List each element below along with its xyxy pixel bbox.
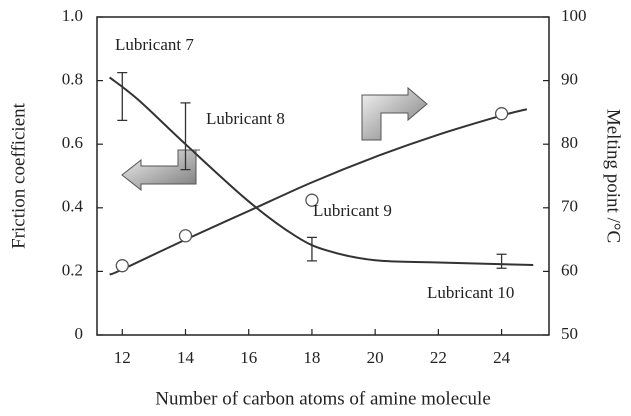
y2-tick-label: 60 <box>561 260 578 279</box>
annotation: Lubricant 7 <box>115 35 194 54</box>
x-tick-label: 18 <box>303 348 320 367</box>
x-axis-title: Number of carbon atoms of amine molecule <box>155 388 491 409</box>
error-bar <box>117 72 128 121</box>
y-tick-label: 0.2 <box>62 260 83 279</box>
error-bar <box>306 236 317 262</box>
annotation: Lubricant 10 <box>427 283 514 302</box>
annotation: Lubricant 8 <box>206 109 285 128</box>
y-tick-label: 0 <box>75 324 84 343</box>
y2-tick-label: 100 <box>561 6 587 25</box>
y2-tick-label: 50 <box>561 324 578 343</box>
x-tick-label: 12 <box>114 348 131 367</box>
marker <box>115 259 129 273</box>
marker <box>305 193 319 207</box>
y2-tick-label: 90 <box>561 70 578 89</box>
line <box>109 76 534 267</box>
x-tick-label: 20 <box>367 348 384 367</box>
y-axis-title: Friction coefficient <box>8 102 29 249</box>
left-axis-arrow <box>121 149 200 192</box>
marker <box>494 107 509 121</box>
line <box>109 108 528 276</box>
error-bar <box>496 253 507 269</box>
x-tick-label: 24 <box>493 348 511 367</box>
x-tick-label: 14 <box>177 348 195 367</box>
y2-tick-label: 70 <box>561 197 578 216</box>
right-axis-arrow <box>361 86 428 141</box>
marker <box>178 229 193 243</box>
y-tick-label: 0.8 <box>62 70 83 89</box>
x-tick-label: 16 <box>240 348 257 367</box>
plot-frame <box>96 16 550 336</box>
y2-tick-label: 80 <box>561 133 578 152</box>
annotation: Lubricant 9 <box>313 201 392 220</box>
y2-axis-title: Melting point /°C <box>603 109 624 243</box>
y-tick-label: 1.0 <box>62 6 83 25</box>
y-tick-label: 0.4 <box>62 197 84 216</box>
error-bar <box>180 102 191 171</box>
y-tick-label: 0.6 <box>62 133 83 152</box>
x-tick-label: 22 <box>430 348 447 367</box>
